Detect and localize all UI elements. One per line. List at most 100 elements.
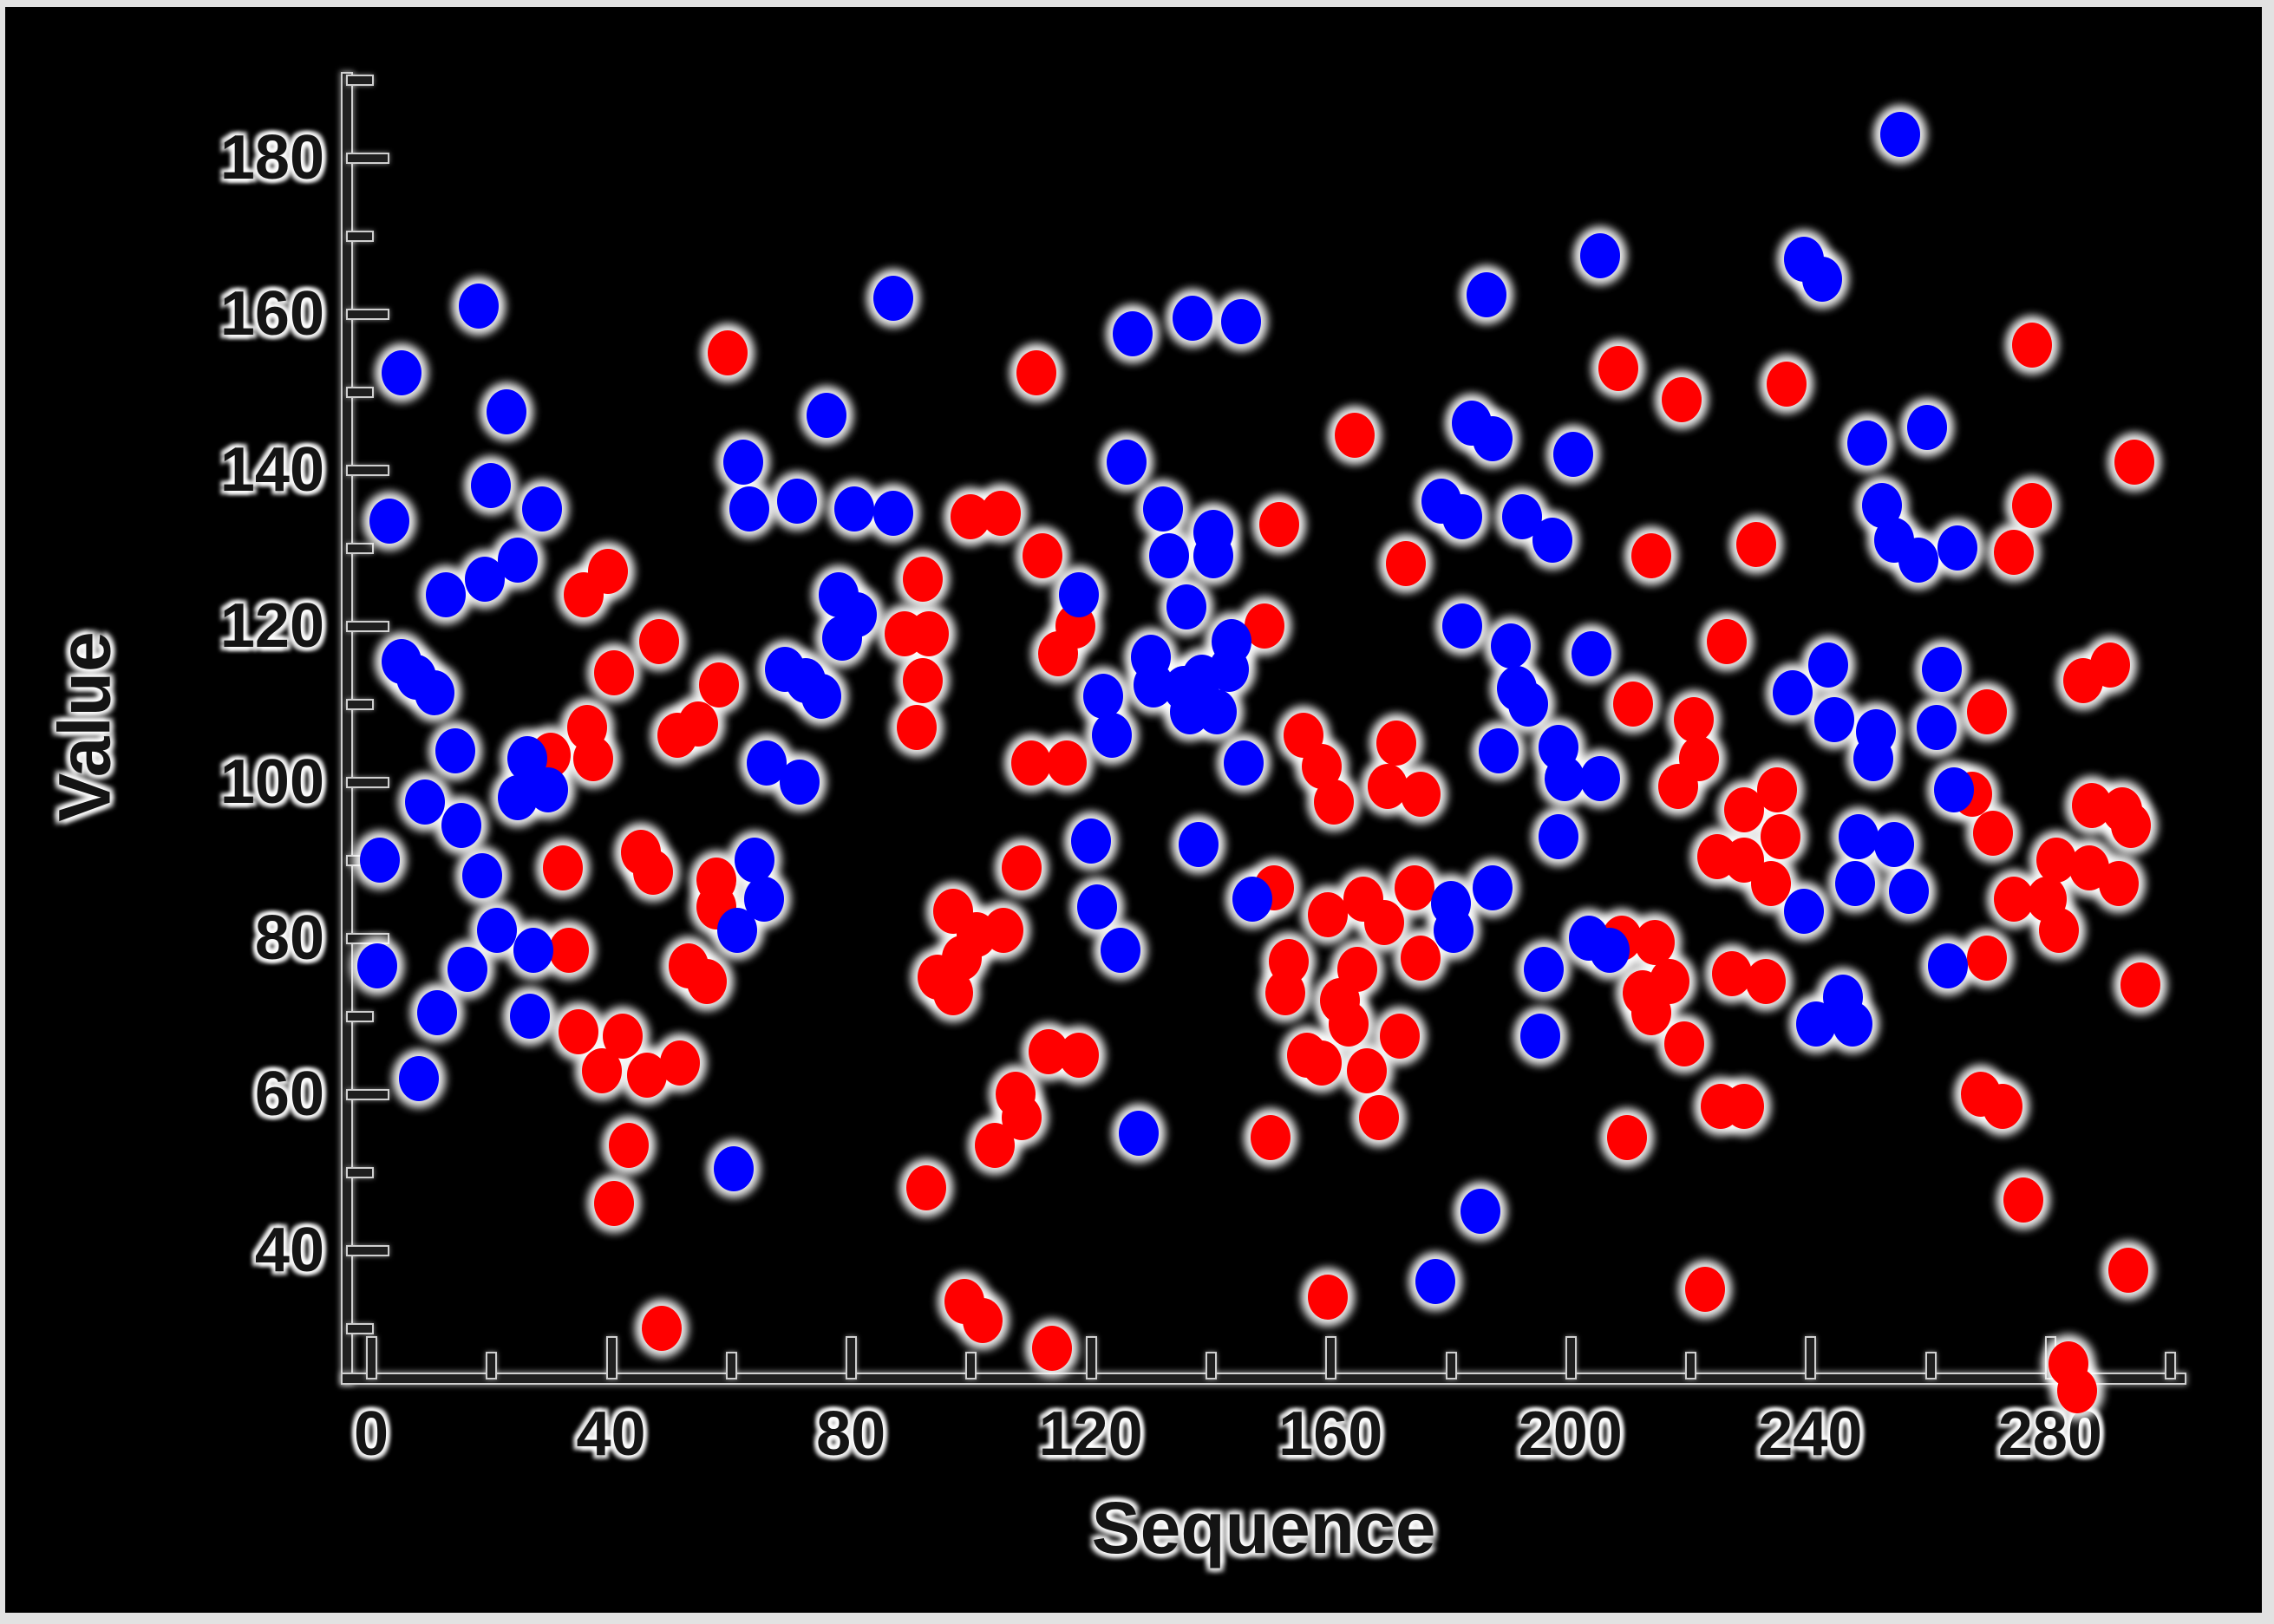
red-series-point bbox=[2120, 962, 2160, 1008]
blue-series-point bbox=[405, 779, 446, 825]
red-series-point bbox=[1010, 740, 1051, 786]
red-series-point bbox=[1379, 1013, 1420, 1059]
y-major-tick bbox=[348, 779, 388, 786]
red-series-point bbox=[1251, 1114, 1291, 1160]
red-series-point bbox=[1757, 767, 1798, 812]
blue-series-point bbox=[471, 463, 512, 508]
blue-series-point bbox=[1415, 1259, 1456, 1304]
red-series-point bbox=[699, 662, 739, 708]
red-series-point bbox=[1301, 1040, 1342, 1086]
red-series-point bbox=[2012, 482, 2053, 528]
blue-series-point bbox=[1544, 755, 1585, 801]
blue-series-point bbox=[1173, 295, 1213, 341]
y-tick-label: 160 bbox=[219, 279, 324, 349]
red-series-point bbox=[1766, 362, 1807, 407]
y-minor-tick bbox=[348, 1325, 372, 1333]
blue-series-point bbox=[441, 802, 481, 848]
red-series-point bbox=[1661, 377, 1702, 422]
red-series-point bbox=[1307, 892, 1348, 937]
blue-series-point bbox=[461, 853, 502, 898]
red-series-point bbox=[2057, 1368, 2098, 1413]
red-series-point bbox=[594, 650, 635, 695]
blue-series-point bbox=[729, 486, 769, 532]
blue-series-point bbox=[1853, 736, 1893, 781]
red-series-point bbox=[564, 572, 604, 617]
red-series-point bbox=[2012, 323, 2053, 368]
blue-series-point bbox=[1070, 818, 1111, 864]
blue-series-point bbox=[872, 490, 913, 536]
blue-series-point bbox=[833, 486, 874, 532]
x-major-tick bbox=[607, 1338, 616, 1378]
red-series-point bbox=[594, 1181, 635, 1226]
blue-series-point bbox=[735, 838, 775, 883]
red-series-point bbox=[1328, 1001, 1369, 1047]
x-tick-label: 240 bbox=[1758, 1399, 1863, 1469]
x-axis-title: Sequence bbox=[1091, 1487, 1436, 1569]
blue-series-point bbox=[1520, 1013, 1561, 1059]
y-tick-label: 140 bbox=[219, 435, 324, 505]
blue-series-point bbox=[1142, 486, 1183, 532]
blue-series-point bbox=[414, 669, 454, 715]
blue-series-point bbox=[477, 908, 518, 953]
y-major-tick bbox=[348, 310, 388, 318]
blue-series-point bbox=[1223, 740, 1264, 786]
red-series-point bbox=[1751, 861, 1792, 906]
blue-series-point bbox=[1832, 1001, 1872, 1047]
y-tick-label: 80 bbox=[254, 903, 324, 973]
red-series-point bbox=[1724, 1083, 1765, 1129]
y-tick-label: 100 bbox=[219, 747, 324, 817]
blue-series-point bbox=[1772, 669, 1813, 715]
red-series-point bbox=[2111, 802, 2152, 848]
red-series-point bbox=[903, 658, 944, 703]
red-series-point bbox=[1658, 763, 1699, 809]
red-series-point bbox=[1358, 1095, 1399, 1140]
x-major-tick bbox=[1807, 1338, 1815, 1378]
x-major-tick bbox=[1327, 1338, 1336, 1378]
blue-series-point bbox=[1220, 299, 1261, 344]
blue-series-point bbox=[1580, 755, 1621, 801]
red-series-point bbox=[632, 849, 673, 895]
red-series-point bbox=[1037, 630, 1078, 676]
red-series-point bbox=[549, 927, 590, 973]
blue-series-point bbox=[417, 989, 458, 1035]
x-axis-line bbox=[343, 1374, 2185, 1383]
red-series-point bbox=[1760, 814, 1800, 859]
red-series-point bbox=[1395, 864, 1435, 910]
red-series-point bbox=[582, 1048, 623, 1093]
blue-series-point bbox=[1523, 947, 1564, 992]
red-series-point bbox=[903, 557, 944, 602]
blue-series-point bbox=[714, 1145, 755, 1191]
red-series-point bbox=[1023, 533, 1063, 578]
blue-series-point bbox=[1490, 623, 1531, 669]
red-series-point bbox=[1736, 521, 1777, 567]
blue-series-point bbox=[1553, 432, 1594, 477]
red-series-point bbox=[609, 1122, 650, 1168]
blue-series-point bbox=[1467, 271, 1506, 317]
red-series-point bbox=[1685, 1267, 1726, 1312]
y-tick-label: 60 bbox=[254, 1060, 324, 1129]
red-series-point bbox=[1058, 1033, 1099, 1078]
red-series-point bbox=[932, 970, 973, 1015]
red-series-point bbox=[2107, 1247, 2148, 1293]
blue-series-point bbox=[1208, 646, 1249, 692]
blue-series-point bbox=[513, 927, 553, 973]
red-series-point bbox=[677, 701, 718, 747]
red-series-point bbox=[543, 845, 584, 890]
red-series-point bbox=[687, 958, 728, 1004]
blue-series-point bbox=[1433, 908, 1474, 953]
y-major-tick bbox=[348, 1091, 388, 1099]
red-series-point bbox=[1307, 1275, 1348, 1320]
blue-series-point bbox=[1916, 705, 1957, 750]
blue-series-point bbox=[1580, 232, 1621, 278]
blue-series-point bbox=[722, 440, 763, 485]
red-series-point bbox=[909, 611, 949, 656]
x-minor-tick bbox=[1447, 1353, 1455, 1378]
blue-series-point bbox=[1937, 525, 1977, 571]
blue-series-point bbox=[1874, 822, 1915, 867]
red-series-point bbox=[1016, 349, 1057, 395]
blue-series-point bbox=[1166, 584, 1207, 629]
y-minor-tick bbox=[348, 76, 372, 84]
blue-series-point bbox=[807, 393, 847, 438]
x-major-tick bbox=[847, 1338, 856, 1378]
red-series-point bbox=[963, 1298, 1003, 1343]
